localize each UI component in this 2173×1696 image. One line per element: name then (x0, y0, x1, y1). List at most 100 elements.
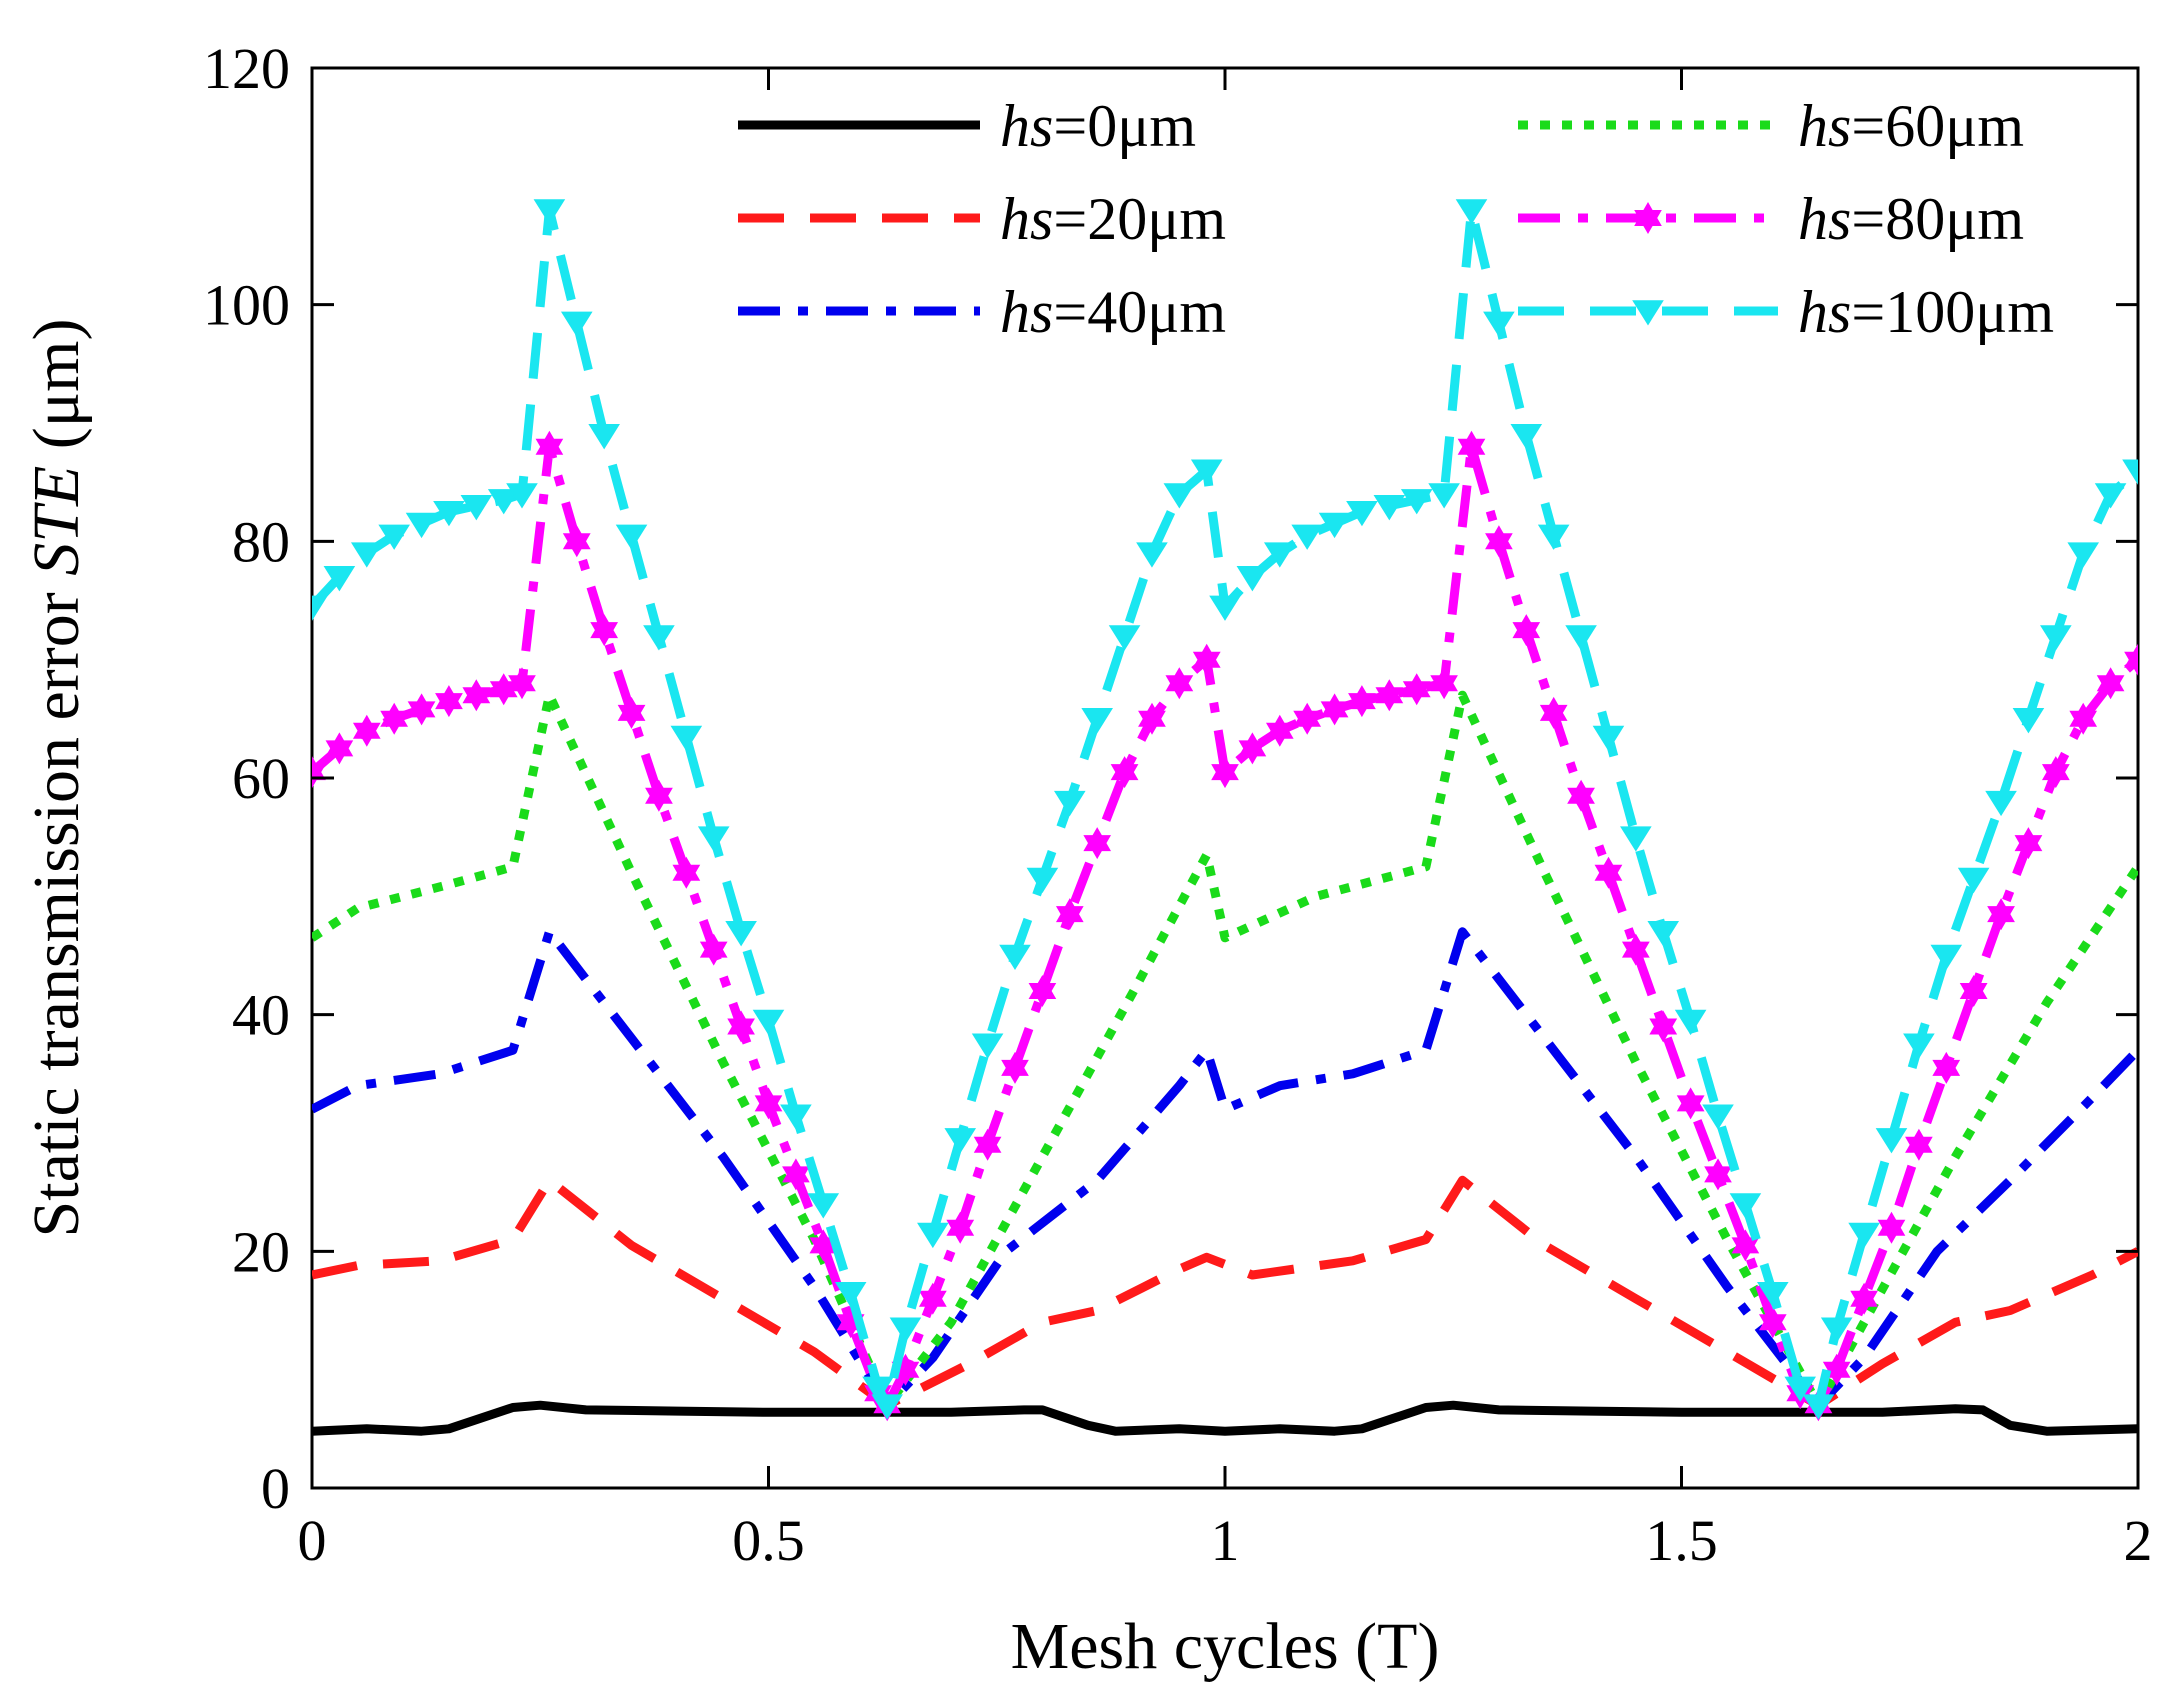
series-5-point (1674, 1009, 1707, 1036)
series-5-point (560, 311, 593, 337)
legend-marker (1634, 201, 1662, 235)
series-4-point (1028, 974, 1057, 1008)
x-tick-label: 1 (1211, 1508, 1240, 1573)
series-5-point (752, 1009, 785, 1036)
series-5-point (1108, 625, 1141, 651)
series-5-point (871, 1394, 903, 1420)
series-4-point (508, 667, 536, 700)
series-4-point (2069, 702, 2098, 735)
series-4-point (1293, 702, 1322, 735)
series-5-point (1081, 708, 1113, 734)
series-4-point (1850, 1282, 1878, 1315)
series-5-point (506, 483, 538, 509)
series-4-point (535, 430, 564, 463)
series-4-point (1676, 1087, 1705, 1120)
series-line-4 (312, 442, 2138, 1410)
series-4-point (918, 1282, 947, 1315)
legend-label-var: hs (1000, 186, 1053, 252)
series-4-point (312, 756, 326, 789)
series-4-point (590, 614, 619, 647)
series-4-point (754, 1087, 783, 1120)
y-axis-label-prefix: Static transmission error (20, 576, 93, 1238)
series-4-point (1402, 673, 1431, 706)
series-5-point (971, 1033, 1004, 1059)
series-4-point (672, 856, 701, 889)
series-5-point (350, 542, 383, 568)
series-line-2 (312, 927, 2138, 1410)
series-5-point (1053, 790, 1086, 817)
legend-label: hs=80μm (1798, 186, 2024, 252)
series-4-point (1932, 1051, 1961, 1084)
series-5-point (1729, 1193, 1762, 1219)
series-2 (312, 927, 2138, 1410)
series-5-point (1026, 867, 1059, 894)
series-5-point (862, 1376, 894, 1402)
series-4-point (1265, 714, 1294, 747)
legend-label: hs=0μm (1000, 93, 1196, 159)
series-5-point (780, 1104, 812, 1130)
series-4-point (1905, 1128, 1933, 1161)
series-4-point (1512, 614, 1541, 647)
legend-label-value: =20μm (1053, 186, 1226, 252)
y-axis-label-italic: STE (20, 466, 93, 576)
series-line-0 (312, 1400, 2138, 1436)
legend: hs=0μmhs=20μmhs=40μmhs=60μmhs=80μmhs=100… (738, 93, 2054, 345)
series-5-point (1802, 1394, 1835, 1420)
series-4-point (435, 685, 463, 718)
legend-entry-4: hs=80μm (1518, 186, 2024, 252)
series-5 (312, 199, 2138, 1420)
series-4-point (407, 693, 436, 726)
series-5-point (1537, 524, 1570, 550)
series-5-point (1236, 566, 1269, 592)
series-5-point (1985, 790, 2017, 817)
series-5-point (1647, 921, 1680, 947)
series-5-point (697, 826, 730, 852)
series-5-point (1346, 500, 1378, 527)
series-5-point (2094, 483, 2127, 509)
series-5-point (1875, 1128, 1908, 1154)
series-5-point (378, 524, 410, 550)
series-5-point (1784, 1376, 1816, 1402)
legend-entry-5: hs=100μm (1518, 279, 2054, 345)
series-4-point (809, 1229, 838, 1262)
series-4-point (1238, 732, 1267, 765)
y-tick-label: 120 (203, 36, 290, 101)
series-4-point (1621, 933, 1650, 966)
x-tick-label: 0 (298, 1508, 327, 1573)
series-4-point (562, 525, 591, 558)
series-5-point (1820, 1317, 1853, 1343)
series-5-point (533, 199, 566, 225)
series-line-5 (312, 205, 2138, 1410)
legend-entry-2: hs=40μm (738, 279, 1226, 345)
y-tick-label: 40 (232, 983, 290, 1048)
series-5-point (944, 1128, 977, 1154)
y-tick-label: 20 (232, 1219, 290, 1284)
legend-label-var: hs (1798, 186, 1851, 252)
series-4-point (617, 696, 646, 729)
series-5-point (1848, 1222, 1880, 1249)
legend-label-value: =0μm (1053, 93, 1196, 159)
series-5-point (1565, 625, 1597, 651)
series-4-point (1704, 1158, 1732, 1191)
y-axis-label-suffix: (μm) (20, 319, 93, 466)
series-4-point (1959, 975, 1988, 1007)
series-5-point (834, 1281, 867, 1308)
series-5-point (2040, 625, 2072, 651)
series-5-point (999, 944, 1031, 970)
series-4-point (1758, 1306, 1787, 1339)
series-4-point (1320, 693, 1349, 726)
series-4-point (1001, 1051, 1029, 1084)
legend-entry-1: hs=20μm (738, 186, 1226, 252)
series-4-point (1055, 898, 1084, 931)
series-5-point (1930, 944, 1963, 970)
series-4-point (1110, 756, 1139, 789)
series-4-point (1138, 702, 1166, 735)
series-5-point (1483, 311, 1515, 337)
y-axis-label: Static transmission error STE (μm) (20, 319, 93, 1238)
legend-label-var: hs (1000, 279, 1053, 345)
series-5-point (1136, 542, 1168, 568)
series-5-point (2122, 459, 2138, 485)
series-5-point (1209, 595, 1241, 621)
